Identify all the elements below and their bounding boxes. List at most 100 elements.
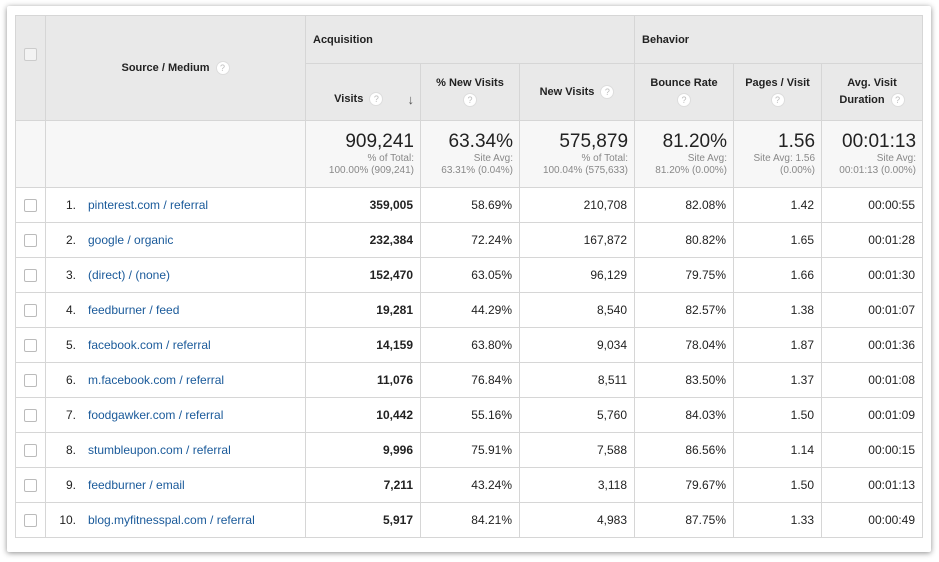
cell-pct-new-visits: 43.24%	[420, 467, 520, 503]
table-row: 7. foodgawker.com / referral 10,442 55.16% 5…	[15, 397, 924, 433]
row-checkbox[interactable]	[24, 304, 37, 318]
total-note: Site Avg: 1.56	[753, 153, 816, 164]
total-value: 00:01:13	[842, 131, 917, 152]
select-all-checkbox[interactable]	[24, 48, 37, 61]
column-header-pages-per-visit[interactable]: Pages / Visit?	[733, 63, 823, 121]
row-checkbox[interactable]	[24, 514, 37, 528]
source-medium-link[interactable]: foodgawker.com / referral	[88, 408, 224, 422]
total-note: Site Avg:	[687, 153, 728, 164]
source-medium-cell: 4. feedburner / feed	[45, 292, 306, 328]
table-row: 2. google / organic 232,384 72.24% 167,872 80…	[15, 222, 924, 258]
row-select-cell	[15, 187, 46, 223]
cell-pct-new-visits: 63.80%	[420, 327, 520, 363]
source-medium-link[interactable]: pinterest.com / referral	[88, 198, 209, 212]
cell-avg-visit-duration: 00:00:49	[821, 502, 924, 538]
cell-new-visits: 7,588	[518, 432, 636, 468]
source-medium-link[interactable]: facebook.com / referral	[88, 338, 211, 352]
cell-bounce-rate: 87.75%	[634, 502, 735, 538]
row-checkbox[interactable]	[24, 339, 37, 353]
help-icon[interactable]: ?	[677, 93, 692, 108]
row-checkbox[interactable]	[24, 234, 37, 248]
source-medium-cell: 9. feedburner / email	[45, 467, 306, 503]
total-value: 909,241	[345, 131, 414, 152]
cell-avg-visit-duration: 00:01:30	[821, 257, 924, 293]
cell-bounce-rate: 84.03%	[634, 397, 735, 433]
cell-new-visits: 9,034	[518, 327, 636, 363]
source-medium-header[interactable]: Source / Medium?	[45, 15, 306, 121]
total-avg-visit-duration: 00:01:13 Site Avg: 00:01:13 (0.00%)	[821, 120, 924, 188]
help-icon[interactable]: ?	[890, 93, 905, 108]
total-note: 63.31% (0.04%)	[441, 165, 513, 176]
cell-bounce-rate: 82.57%	[634, 292, 735, 328]
help-icon[interactable]: ?	[369, 91, 384, 106]
column-header-visits[interactable]: Visits? ↓	[305, 63, 421, 121]
cell-visits: 359,005	[305, 187, 421, 223]
source-medium-link[interactable]: feedburner / email	[88, 478, 185, 492]
row-select-cell	[15, 222, 46, 258]
help-icon[interactable]: ?	[215, 61, 230, 75]
row-number: 7.	[65, 408, 76, 422]
cell-bounce-rate: 83.50%	[634, 362, 735, 398]
sort-descending-icon[interactable]: ↓	[407, 91, 415, 107]
cell-pages-per-visit: 1.87	[733, 327, 823, 363]
row-number: 3.	[65, 268, 76, 282]
cell-visits: 11,076	[305, 362, 421, 398]
total-value: 1.56	[778, 131, 816, 152]
row-checkbox[interactable]	[24, 269, 37, 283]
cell-bounce-rate: 86.56%	[634, 432, 735, 468]
cell-visits: 10,442	[305, 397, 421, 433]
source-medium-link[interactable]: (direct) / (none)	[88, 268, 171, 282]
cell-pages-per-visit: 1.50	[733, 467, 823, 503]
cell-new-visits: 4,983	[518, 502, 636, 538]
column-header-pct-new-visits[interactable]: % New Visits?	[420, 63, 520, 121]
row-number: 6.	[65, 373, 76, 387]
row-select-cell	[15, 292, 46, 328]
table-row: 8. stumbleupon.com / referral 9,996 75.91% 7…	[15, 432, 924, 468]
cell-visits: 5,917	[305, 502, 421, 538]
cell-pages-per-visit: 1.37	[733, 362, 823, 398]
row-number: 2.	[65, 233, 76, 247]
row-select-cell	[15, 467, 46, 503]
source-medium-link[interactable]: feedburner / feed	[88, 303, 180, 317]
cell-bounce-rate: 79.75%	[634, 257, 735, 293]
source-medium-link[interactable]: blog.myfitnesspal.com / referral	[88, 513, 255, 527]
total-visits: 909,241% of Total: 100.00% (909,241)	[305, 120, 421, 188]
source-medium-cell: 3. (direct) / (none)	[45, 257, 306, 293]
help-icon[interactable]: ?	[770, 93, 785, 108]
cell-avg-visit-duration: 00:01:07	[821, 292, 924, 328]
row-checkbox[interactable]	[24, 199, 37, 213]
source-medium-link[interactable]: stumbleupon.com / referral	[88, 443, 231, 457]
row-number: 10.	[59, 513, 76, 527]
cell-pages-per-visit: 1.50	[733, 397, 823, 433]
table-row: 1. pinterest.com / referral 359,005 58.69% 2…	[15, 187, 924, 223]
cell-avg-visit-duration: 00:00:15	[821, 432, 924, 468]
row-checkbox[interactable]	[24, 479, 37, 493]
total-value: 81.20%	[662, 131, 728, 152]
cell-visits: 9,996	[305, 432, 421, 468]
column-header-bounce-rate[interactable]: Bounce Rate?	[634, 63, 735, 121]
help-icon[interactable]: ?	[463, 93, 477, 108]
row-number: 8.	[65, 443, 76, 457]
row-checkbox[interactable]	[24, 444, 37, 458]
cell-bounce-rate: 78.04%	[634, 327, 735, 363]
cell-pct-new-visits: 44.29%	[420, 292, 520, 328]
cell-new-visits: 96,129	[518, 257, 636, 293]
column-header-new-visits[interactable]: New Visits?	[518, 63, 636, 121]
acquisition-group-header: Acquisition	[304, 15, 636, 64]
table-row: 10. blog.myfitnesspal.com / referral 5,917…	[15, 502, 924, 538]
help-icon[interactable]: ?	[600, 84, 615, 99]
source-medium-link[interactable]: m.facebook.com / referral	[88, 373, 225, 387]
row-select-cell	[15, 397, 46, 433]
source-medium-cell: 8. stumbleupon.com / referral	[45, 432, 306, 468]
column-header-avg-visit-duration[interactable]: Avg. Visit Duration?	[821, 63, 924, 121]
cell-pct-new-visits: 84.21%	[420, 502, 520, 538]
cell-bounce-rate: 80.82%	[634, 222, 735, 258]
row-number: 5.	[65, 338, 76, 352]
cell-pct-new-visits: 58.69%	[420, 187, 520, 223]
cell-pct-new-visits: 63.05%	[420, 257, 520, 293]
row-checkbox[interactable]	[24, 409, 37, 423]
source-medium-link[interactable]: google / organic	[88, 233, 174, 247]
total-note: 00:01:13 (0.00%)	[839, 165, 917, 176]
table-row: 6. m.facebook.com / referral 11,076 76.84% 8…	[15, 362, 924, 398]
row-checkbox[interactable]	[24, 374, 37, 388]
